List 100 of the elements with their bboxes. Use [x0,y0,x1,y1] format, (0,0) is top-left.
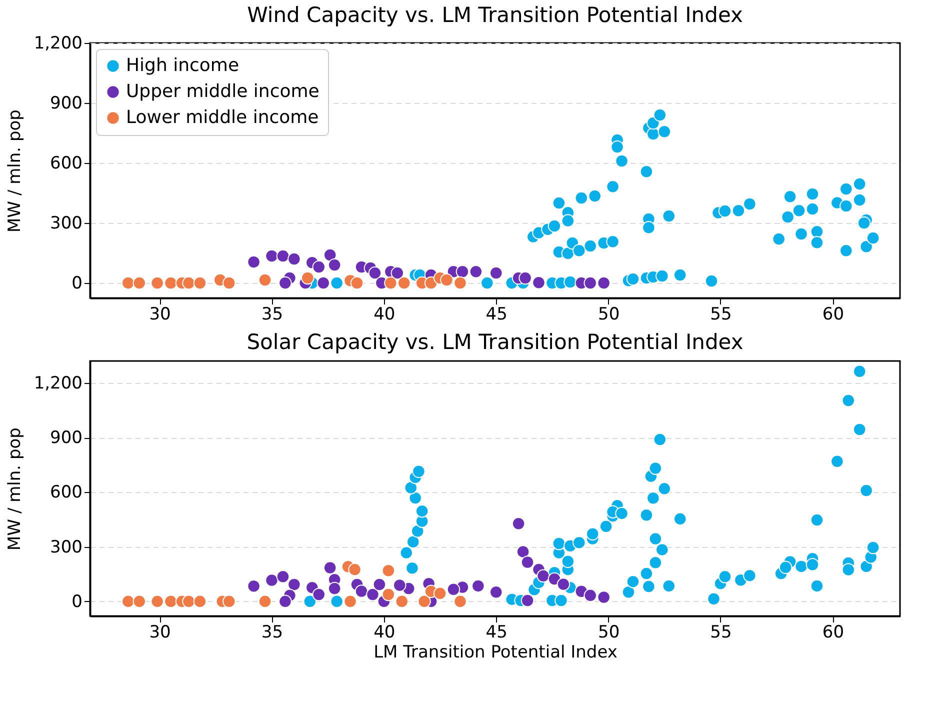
point [532,276,546,290]
point [312,260,326,274]
y-tick-label: 0 [72,274,82,294]
point [258,594,272,608]
point [348,562,362,576]
point [122,276,135,290]
point [433,586,447,600]
point [265,574,278,587]
x-tick-label: 60 [822,622,844,642]
point [132,276,146,290]
point [384,276,398,290]
point [368,266,382,280]
point [520,556,534,569]
point [490,586,503,599]
point [390,266,404,280]
legend-label: High income [126,55,240,76]
y-tick-label: 0 [72,592,82,612]
point [164,276,178,290]
point [344,594,357,608]
point [323,248,337,262]
point [312,588,326,602]
point [382,588,396,602]
point [247,580,260,593]
point [328,582,342,596]
x-tick-label: 55 [710,622,732,642]
point [536,569,550,583]
point [276,249,290,263]
point [398,276,411,290]
point [278,594,292,608]
x-tick-label: 55 [710,304,732,324]
y-tick-label: 600 [50,482,82,503]
point [276,570,290,584]
point [446,582,460,596]
point [222,276,236,290]
x-tick-label: 45 [486,622,508,642]
x-axis-title: LM Transition Potential Index [374,642,618,662]
point [512,517,526,530]
y-tick-label: 300 [50,214,82,234]
x-tick-label: 50 [598,304,620,324]
point [265,249,278,263]
point [328,258,342,272]
y-tick-label: 1,200 [34,373,82,394]
y-tick-label: 1,200 [34,34,82,54]
chart-title: Solar Capacity vs. LM Transition Potential Index [246,330,744,354]
point [440,273,454,287]
point [418,594,431,608]
y-axis-title: MW / mln. pop [4,110,25,232]
point [323,561,337,574]
chart-title: Wind Capacity vs. LM Transition Potential Index [247,3,743,27]
point [520,594,534,608]
x-tick-label: 40 [374,304,396,324]
x-tick-label: 45 [486,304,508,324]
point [393,578,406,592]
point [382,564,396,578]
point [288,578,301,592]
point [316,276,330,290]
point [490,266,503,280]
point [350,276,364,290]
point [193,276,207,290]
point [556,578,570,591]
point [258,273,272,287]
point [372,578,386,592]
point [193,594,207,608]
x-tick-label: 60 [822,304,844,324]
point [597,590,610,604]
x-tick-label: 30 [149,304,171,324]
y-tick-label: 900 [50,94,82,114]
point [395,594,409,608]
legend-label: Upper middle income [126,81,320,102]
y-tick-label: 900 [50,428,82,448]
point [278,276,292,290]
point [597,276,610,290]
x-tick-label: 40 [374,622,396,642]
point [516,545,530,558]
point [518,271,532,285]
point [301,271,314,285]
point [454,276,467,290]
point [584,588,597,602]
x-tick-label: 35 [261,304,284,324]
point [469,264,483,278]
legend-label: Lower middle income [126,107,319,128]
point [472,579,485,593]
point [222,594,236,608]
y-axis-title: MW / mln. pop [4,428,25,550]
x-tick-label: 35 [261,622,284,642]
y-tick-label: 300 [50,537,82,558]
point [584,276,597,290]
point [122,594,135,608]
point [288,252,301,266]
x-tick-label: 50 [598,622,620,642]
point [366,588,380,602]
point [150,594,164,608]
y-tick-label: 600 [50,154,82,174]
point [164,594,178,608]
point [456,264,470,278]
point [354,584,368,598]
point [247,255,260,269]
point [150,276,164,290]
point [454,594,467,608]
point [182,594,196,608]
